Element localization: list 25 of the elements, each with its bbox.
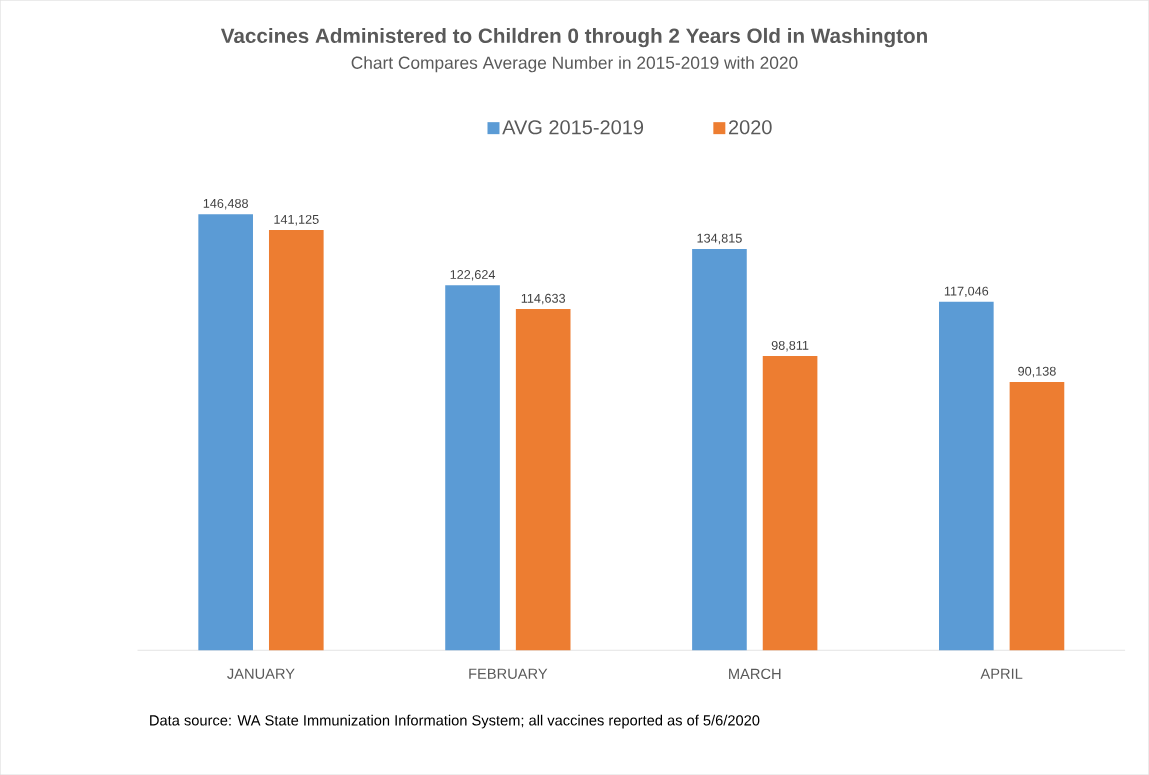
- bar: [268, 230, 324, 651]
- x-tick-label: JANUARY: [227, 668, 295, 679]
- bar: [692, 248, 747, 651]
- data-label: 146,488: [203, 198, 248, 210]
- x-tick-label: MARCH: [729, 668, 781, 679]
- bar: [762, 356, 818, 651]
- legend-label: AVG 2015-2019: [502, 120, 644, 135]
- data-label: 98,811: [771, 340, 809, 352]
- chart-subtitle: Chart Compares Average Number in 2015-2019 with 2020: [351, 56, 798, 73]
- bar: [445, 285, 500, 651]
- x-tick-label: APRIL: [980, 668, 1023, 679]
- data-label: 134,815: [697, 233, 742, 245]
- data-label: 122,624: [450, 269, 496, 281]
- bar: [198, 214, 253, 651]
- bar: [1009, 381, 1065, 651]
- source-note: Data source: WA State Immunization Information System; all vaccines reported as of 5/6/2020: [150, 714, 760, 729]
- data-label: 141,125: [274, 214, 319, 226]
- bar: [515, 308, 571, 651]
- data-label: 114,633: [521, 293, 566, 305]
- legend-label: 2020: [729, 120, 772, 135]
- bar: [939, 301, 994, 651]
- chart-title: Vaccines Administered to Children 0 through 2 Years Old in Washington: [220, 27, 927, 48]
- x-tick-label: FEBRUARY: [469, 668, 548, 679]
- data-label: 117,046: [944, 286, 989, 298]
- data-label: 90,138: [1018, 366, 1056, 378]
